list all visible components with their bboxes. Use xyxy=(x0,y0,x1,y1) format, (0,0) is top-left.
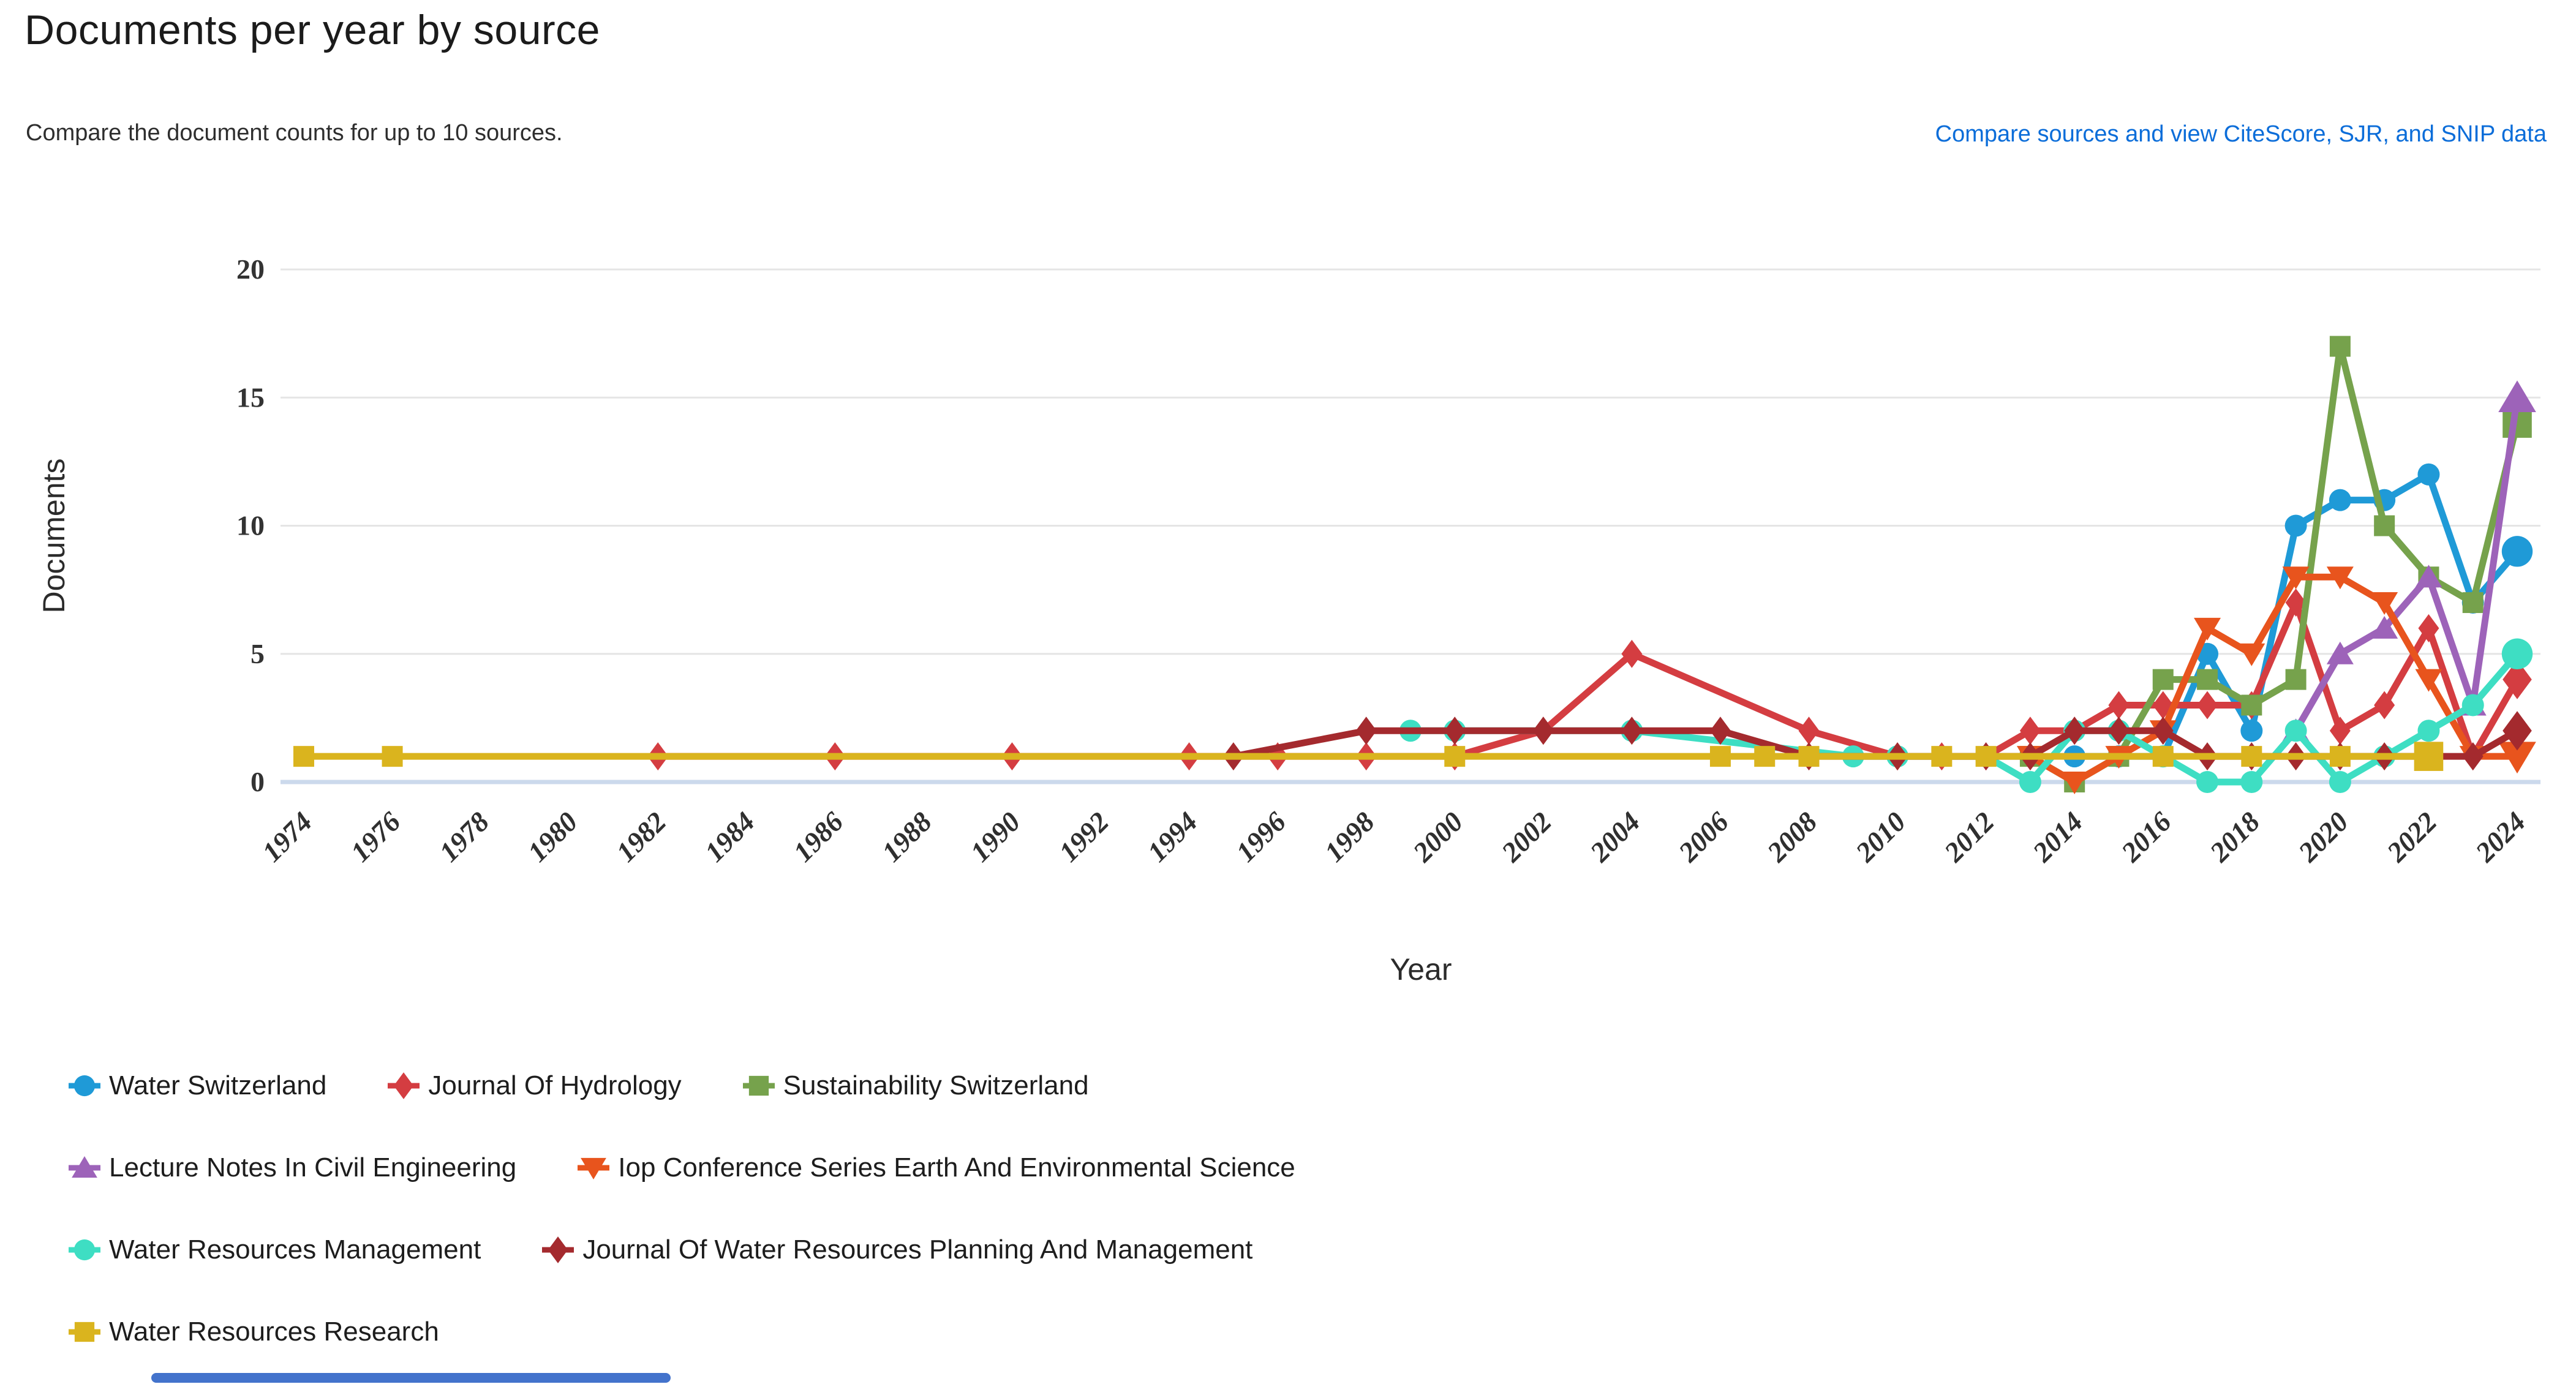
legend-item-water-switzerland[interactable]: Water Switzerland xyxy=(69,1070,326,1102)
x-axis-label: Year xyxy=(1390,952,1452,987)
horizontal-scrollbar-thumb[interactable] xyxy=(151,1373,671,1383)
legend-label: Iop Conference Series Earth And Environm… xyxy=(618,1152,1295,1183)
x-tick-1976: 1976 xyxy=(345,806,407,868)
square-icon xyxy=(742,1075,775,1096)
x-tick-2008: 2008 xyxy=(1761,806,1823,868)
y-tick-5: 5 xyxy=(250,638,265,669)
x-tick-2014: 2014 xyxy=(2026,806,2088,868)
x-tick-1992: 1992 xyxy=(1053,806,1115,868)
x-tick-1984: 1984 xyxy=(699,806,761,868)
triangle-down-icon xyxy=(578,1157,610,1179)
x-tick-2002: 2002 xyxy=(1495,806,1557,868)
legend-label: Water Resources Research xyxy=(109,1317,439,1347)
legend-label: Water Switzerland xyxy=(109,1070,327,1100)
x-tick-1990: 1990 xyxy=(964,806,1026,868)
x-tick-2022: 2022 xyxy=(2381,806,2443,868)
legend-label: Water Resources Management xyxy=(109,1235,481,1265)
circle-icon xyxy=(69,1239,100,1261)
compare-sources-link[interactable]: Compare sources and view CiteScore, SJR,… xyxy=(1935,121,2547,147)
x-tick-2006: 2006 xyxy=(1672,806,1734,868)
diamond-icon xyxy=(542,1236,574,1263)
x-tick-2004: 2004 xyxy=(1584,806,1646,868)
x-tick-1982: 1982 xyxy=(610,806,672,868)
series-iop-conference-series-earth-and-environmental-science[interactable] xyxy=(2016,566,2536,794)
legend-item-water-resources-research[interactable]: Water Resources Research xyxy=(69,1316,439,1348)
page-subtitle: Compare the document counts for up to 10… xyxy=(26,120,563,146)
legend-label: Journal Of Hydrology xyxy=(428,1070,682,1100)
x-tick-1988: 1988 xyxy=(876,806,938,868)
x-tick-1998: 1998 xyxy=(1319,806,1380,868)
legend-label: Sustainability Switzerland xyxy=(783,1070,1089,1100)
x-tick-2000: 2000 xyxy=(1407,806,1469,868)
x-tick-2018: 2018 xyxy=(2204,806,2266,868)
x-tick-1994: 1994 xyxy=(1142,806,1203,868)
legend-row-3: Water Resources Management Journal Of Wat… xyxy=(69,1231,1295,1269)
y-tick-15: 15 xyxy=(236,382,265,413)
legend-label: Lecture Notes In Civil Engineering xyxy=(109,1152,517,1183)
y-tick-0: 0 xyxy=(250,766,265,797)
triangle-up-icon xyxy=(69,1156,100,1178)
legend-item-journal-of-hydrology[interactable]: Journal Of Hydrology xyxy=(388,1070,682,1102)
series-journal-of-hydrology[interactable] xyxy=(647,588,2532,771)
chart-legend: Water Switzerland Journal Of Hydrology Sus… xyxy=(69,1067,1295,1395)
legend-item-iop-conference-series-earth-and-environmental-science[interactable]: Iop Conference Series Earth And Environm… xyxy=(578,1152,1295,1184)
legend-row-2: Lecture Notes In Civil Engineering Iop Co… xyxy=(69,1149,1295,1187)
x-tick-2012: 2012 xyxy=(1938,806,2000,868)
series-water-resources-research[interactable] xyxy=(293,742,2444,771)
documents-per-year-chart: 0 5 10 15 20 1974 1976 1978 1980 1982 1984 1986 1988… xyxy=(37,254,2540,987)
series-lecture-notes-in-civil-engineering[interactable] xyxy=(2282,380,2536,742)
legend-item-journal-of-water-resources-planning-and-management[interactable]: Journal Of Water Resources Planning And … xyxy=(542,1234,1252,1266)
y-tick-20: 20 xyxy=(236,254,265,285)
square-icon xyxy=(69,1322,100,1342)
x-tick-2010: 2010 xyxy=(1849,806,1911,868)
x-tick-1986: 1986 xyxy=(787,806,849,868)
legend-row-1: Water Switzerland Journal Of Hydrology Sus… xyxy=(69,1067,1295,1105)
circle-icon xyxy=(69,1075,100,1097)
legend-item-water-resources-management[interactable]: Water Resources Management xyxy=(69,1234,481,1266)
x-tick-2020: 2020 xyxy=(2292,806,2354,868)
y-axis-label: Documents xyxy=(37,459,71,614)
x-tick-1996: 1996 xyxy=(1230,806,1292,868)
legend-item-lecture-notes-in-civil-engineering[interactable]: Lecture Notes In Civil Engineering xyxy=(69,1152,516,1184)
diamond-icon xyxy=(388,1072,420,1099)
x-tick-2016: 2016 xyxy=(2115,806,2177,868)
y-tick-10: 10 xyxy=(236,510,265,541)
legend-row-4: Water Resources Research xyxy=(69,1313,1295,1351)
x-tick-1980: 1980 xyxy=(522,806,584,868)
legend-label: Journal Of Water Resources Planning And … xyxy=(582,1235,1253,1265)
x-tick-1978: 1978 xyxy=(433,806,495,868)
page-title: Documents per year by source xyxy=(24,7,600,53)
x-tick-1974: 1974 xyxy=(256,806,318,868)
legend-item-sustainability-switzerland[interactable]: Sustainability Switzerland xyxy=(742,1070,1089,1102)
x-tick-2024: 2024 xyxy=(2469,806,2531,868)
